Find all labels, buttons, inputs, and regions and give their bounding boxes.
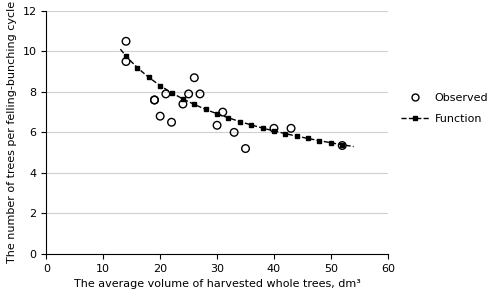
Point bbox=[179, 102, 187, 106]
Y-axis label: The number of trees per felling-bunching cycle: The number of trees per felling-bunching… bbox=[7, 1, 17, 263]
Point bbox=[287, 126, 295, 131]
Legend: Observed, Function: Observed, Function bbox=[396, 88, 492, 128]
Point bbox=[213, 123, 221, 128]
Point bbox=[122, 59, 130, 64]
Point bbox=[270, 126, 278, 131]
Point bbox=[196, 91, 204, 96]
Point bbox=[230, 130, 238, 135]
X-axis label: The average volume of harvested whole trees, dm³: The average volume of harvested whole tr… bbox=[74, 279, 360, 289]
Point bbox=[122, 39, 130, 44]
Point bbox=[184, 91, 192, 96]
Point bbox=[168, 120, 175, 125]
Point bbox=[219, 110, 227, 115]
Point bbox=[190, 75, 198, 80]
Point bbox=[242, 146, 250, 151]
Point bbox=[338, 143, 346, 148]
Point bbox=[156, 114, 164, 118]
Point bbox=[150, 98, 158, 102]
Point bbox=[150, 98, 158, 102]
Point bbox=[162, 91, 170, 96]
